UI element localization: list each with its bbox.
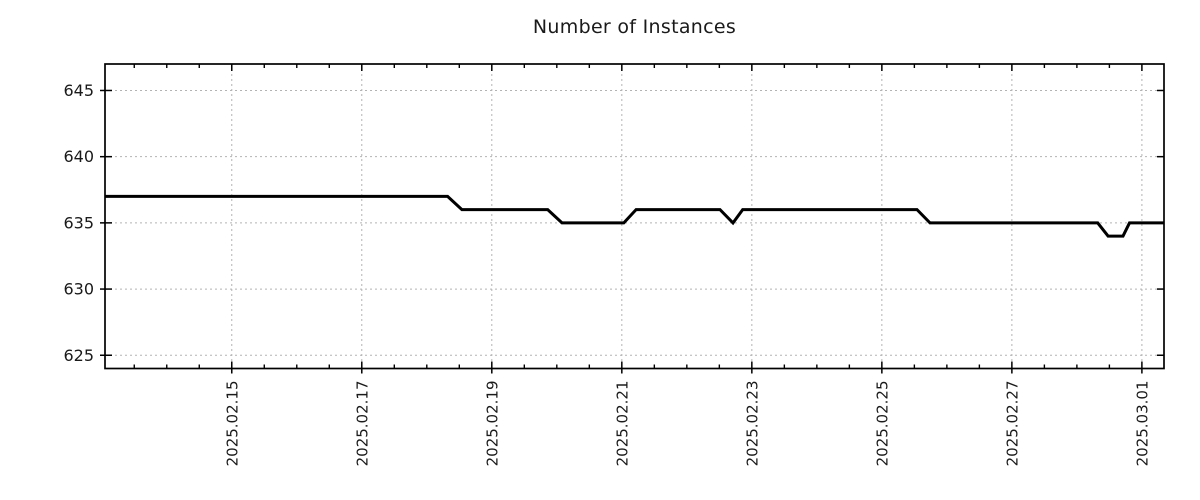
- x-tick-label: 2025.02.19: [483, 381, 501, 467]
- x-tick-label: 2025.02.23: [743, 381, 761, 467]
- x-tick-label: 2025.02.21: [613, 381, 631, 467]
- y-tick-label: 645: [63, 81, 94, 100]
- x-tick-label: 2025.02.17: [353, 381, 371, 467]
- y-tick-label: 630: [63, 280, 94, 299]
- y-tick-label: 625: [63, 346, 94, 365]
- x-tick-label: 2025.02.15: [223, 381, 241, 467]
- y-tick-label: 640: [63, 147, 94, 166]
- chart-title: Number of Instances: [532, 16, 737, 38]
- y-tick-label: 635: [63, 213, 94, 232]
- data-line-instances: [105, 194, 1164, 238]
- x-tick-label: 2025.03.01: [1133, 381, 1151, 467]
- x-tick-label: 2025.02.27: [1003, 381, 1021, 467]
- plot-border: [104, 63, 1165, 370]
- x-tick-label: 2025.02.25: [873, 381, 891, 467]
